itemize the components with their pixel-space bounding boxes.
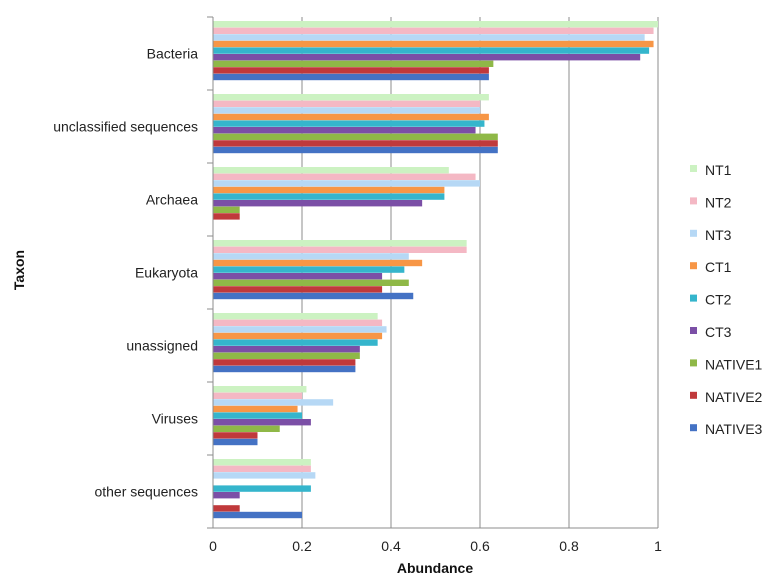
bar (213, 405, 298, 413)
bar (213, 465, 311, 472)
bar (213, 140, 498, 147)
bar (213, 432, 258, 439)
x-tick-label: 0.2 (292, 538, 312, 554)
bar (213, 292, 414, 300)
bar (213, 206, 240, 213)
x-tick-label: 1 (654, 538, 662, 554)
bar (213, 412, 302, 419)
bar (213, 120, 485, 127)
bar (213, 459, 311, 466)
bar (213, 173, 476, 180)
bar (213, 213, 240, 220)
legend-swatch (690, 327, 697, 334)
legend-swatch (690, 262, 697, 270)
legend-label: NATIVE1 (705, 356, 763, 372)
bar (213, 100, 480, 107)
bar (213, 279, 409, 286)
bar (213, 186, 445, 194)
category-labels: Bacteria unclassified sequences Archaea Euk… (53, 46, 198, 500)
bar (213, 193, 445, 200)
bar (213, 107, 480, 114)
axes (207, 16, 658, 529)
legend-swatch (690, 424, 697, 432)
bar (213, 438, 258, 446)
category-label: Viruses (152, 411, 198, 427)
legend-swatch (690, 197, 697, 205)
bar (213, 492, 240, 499)
category-label: Bacteria (147, 46, 199, 62)
bar (213, 60, 494, 67)
category-label: unassigned (126, 338, 198, 354)
x-tick-label: 0.6 (470, 538, 490, 554)
bar (213, 511, 302, 519)
bar (213, 246, 467, 253)
legend-label: NT3 (705, 227, 732, 243)
bar (213, 40, 654, 48)
bar (213, 54, 641, 61)
bar (213, 240, 467, 247)
tick-labels: 0 0.2 0.4 0.6 0.8 1 (209, 538, 662, 554)
bar (213, 146, 498, 154)
legend-swatch (690, 229, 697, 237)
legend-label: NT1 (705, 162, 732, 178)
bar (213, 332, 383, 340)
bar (213, 67, 489, 74)
legend-label: CT3 (705, 324, 732, 340)
legend: NT1 NT2 NT3 CT1 CT2 CT3 NATIVE1 NATIVE2 NATIVE3 (690, 162, 763, 437)
bar (213, 180, 480, 187)
bar (213, 319, 383, 326)
bar (213, 505, 240, 512)
legend-label: NATIVE3 (705, 421, 763, 437)
category-label: other sequences (94, 484, 198, 500)
bar (213, 392, 302, 399)
legend-swatch (690, 165, 697, 172)
bar (213, 346, 360, 353)
legend-label: NATIVE2 (705, 389, 763, 405)
x-tick-label: 0 (209, 538, 217, 554)
bar (213, 352, 360, 359)
bars (213, 21, 658, 519)
bar (213, 286, 383, 293)
bar (213, 313, 378, 320)
bar (213, 133, 498, 140)
x-tick-label: 0.8 (559, 538, 579, 554)
bar (213, 47, 650, 54)
bar (213, 425, 280, 432)
legend-swatch (690, 294, 697, 302)
bar (213, 485, 311, 492)
bar (213, 113, 489, 121)
bar (213, 94, 489, 101)
bar (213, 127, 476, 134)
bar (213, 359, 356, 366)
legend-swatch (690, 359, 697, 367)
bar (213, 386, 307, 393)
bar (213, 34, 645, 41)
x-tick-label: 0.4 (381, 538, 401, 554)
legend-label: NT2 (705, 194, 732, 210)
bar (213, 365, 356, 373)
bar (213, 326, 387, 333)
bar (213, 472, 316, 479)
bar (213, 200, 423, 207)
legend-swatch (690, 391, 697, 399)
legend-label: CT2 (705, 292, 732, 308)
bar (213, 21, 658, 28)
bar (213, 27, 654, 34)
category-label: Archaea (146, 192, 198, 208)
x-axis-title: Abundance (397, 560, 473, 576)
category-label: unclassified sequences (53, 119, 198, 135)
bar (213, 73, 489, 81)
bar (213, 253, 409, 260)
y-axis-title: Taxon (11, 250, 27, 290)
legend-label: CT1 (705, 259, 732, 275)
bar (213, 339, 378, 346)
bar (213, 273, 383, 280)
bar (213, 419, 311, 426)
category-label: Eukaryota (135, 265, 198, 281)
bar (213, 167, 449, 174)
bar (213, 259, 423, 267)
bar (213, 266, 405, 273)
bar (213, 399, 334, 406)
